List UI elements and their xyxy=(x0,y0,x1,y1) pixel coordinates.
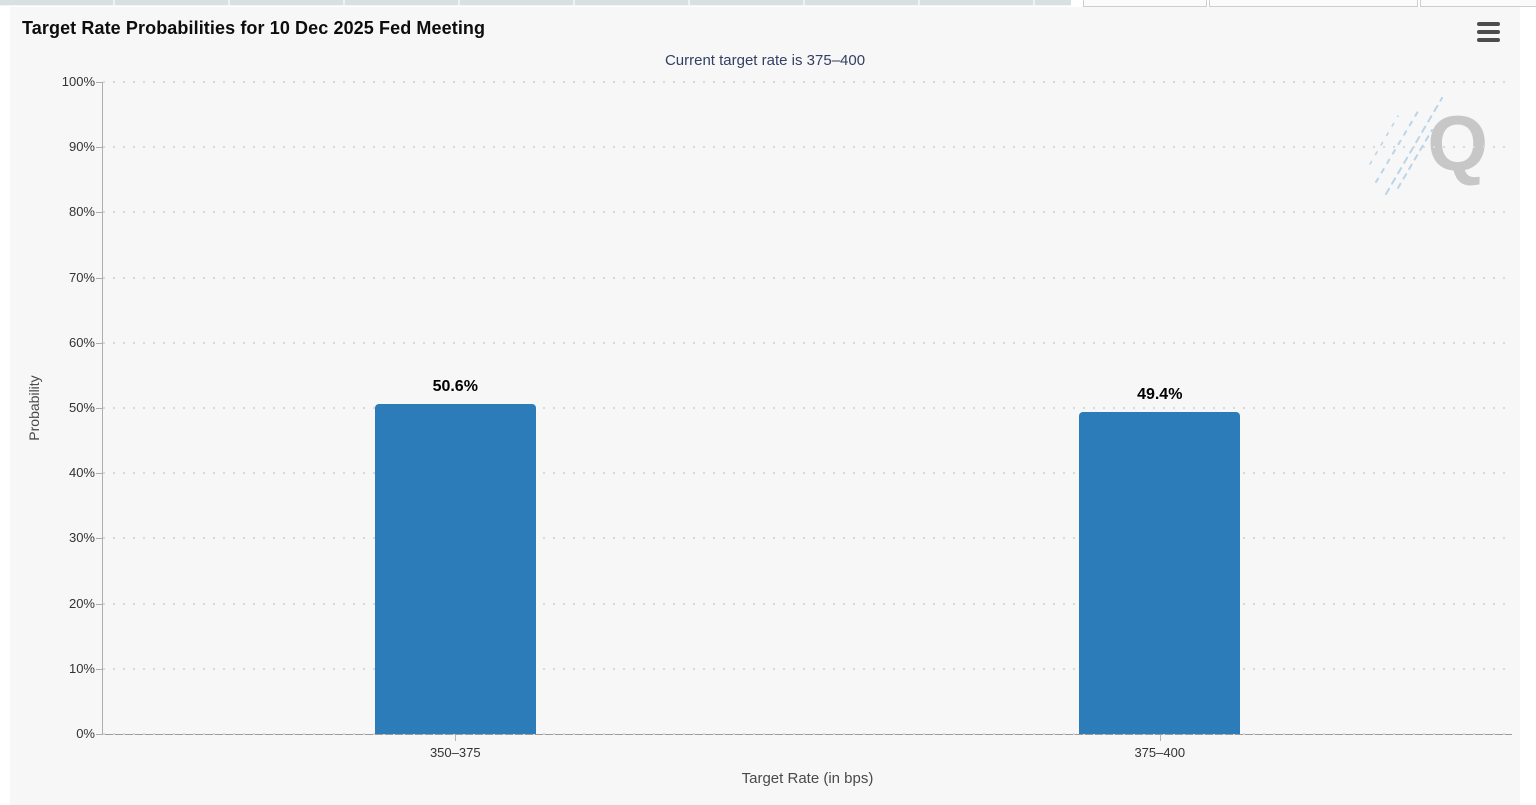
x-axis-tick xyxy=(455,735,457,741)
hamburger-bar xyxy=(1477,30,1500,34)
quikstrike-watermark: Q xyxy=(1364,86,1494,201)
x-axis-tick xyxy=(1159,735,1161,741)
x-axis-label: 350–375 xyxy=(429,745,481,760)
y-axis-tick xyxy=(96,538,103,540)
gridline xyxy=(103,733,1512,735)
y-axis-label: 20% xyxy=(68,595,95,611)
y-axis-tick xyxy=(96,82,103,83)
y-axis-tick xyxy=(96,342,103,344)
watermark-q-letter: Q xyxy=(1427,99,1488,187)
x-axis-title: Target Rate (in bps) xyxy=(741,770,874,787)
top-tab-strip xyxy=(0,0,1071,6)
gridline xyxy=(103,276,1512,279)
y-axis-tick xyxy=(96,147,103,149)
bar-375–400[interactable] xyxy=(1079,411,1241,734)
gridline xyxy=(103,472,1512,475)
gridline xyxy=(103,341,1512,344)
y-axis-label: 50% xyxy=(68,400,95,415)
top-control-box-3[interactable] xyxy=(1420,0,1536,7)
top-control-box-1[interactable] xyxy=(1083,0,1207,7)
y-axis-label: 70% xyxy=(68,269,95,285)
bar-350–375[interactable] xyxy=(374,404,536,734)
gridline xyxy=(103,81,1512,83)
y-axis-tick xyxy=(96,473,103,475)
watermark-streak-icon xyxy=(1369,97,1443,195)
y-axis-tick xyxy=(96,734,103,735)
chart-subtitle: Current target rate is 375–400 xyxy=(664,52,866,69)
y-axis-tick xyxy=(96,277,103,279)
y-axis-label: 30% xyxy=(68,530,95,546)
y-axis-label: 100% xyxy=(61,74,95,89)
top-control-box-2[interactable] xyxy=(1209,0,1418,7)
gridline xyxy=(103,537,1512,540)
y-axis-label: 40% xyxy=(68,465,95,481)
y-axis-tick xyxy=(96,212,103,214)
y-axis-tick xyxy=(96,668,103,670)
y-axis-tick xyxy=(96,603,103,605)
gridline xyxy=(103,407,1512,409)
chart-title: Target Rate Probabilities for 10 Dec 202… xyxy=(22,18,486,38)
y-axis-tick xyxy=(96,408,103,409)
hamburger-menu-icon[interactable] xyxy=(1477,22,1501,42)
bar-value-label: 49.4% xyxy=(1137,385,1183,403)
y-axis-labels: 0% 10% 20% 30% 40% 50% 60% 70% 80% 90% 100% xyxy=(10,74,95,741)
x-axis-label: 375–400 xyxy=(1134,745,1186,760)
hamburger-bar xyxy=(1477,22,1500,26)
y-axis-label: 10% xyxy=(68,660,95,676)
hamburger-bar xyxy=(1477,38,1500,42)
y-axis-label: 0% xyxy=(76,726,95,741)
chart-panel: Target Rate Probabilities for 10 Dec 202… xyxy=(10,7,1520,805)
gridline xyxy=(103,602,1512,605)
gridline xyxy=(103,211,1512,214)
y-axis-label: 60% xyxy=(68,334,95,350)
bar-value-label: 50.6% xyxy=(432,378,478,396)
gridline xyxy=(103,146,1512,149)
y-axis-label: 80% xyxy=(68,204,95,220)
gridline xyxy=(103,667,1512,670)
plot-area: Q 50.6% 350–375 49.4% 375–400 xyxy=(96,81,1512,760)
y-axis-label: 90% xyxy=(68,139,95,155)
